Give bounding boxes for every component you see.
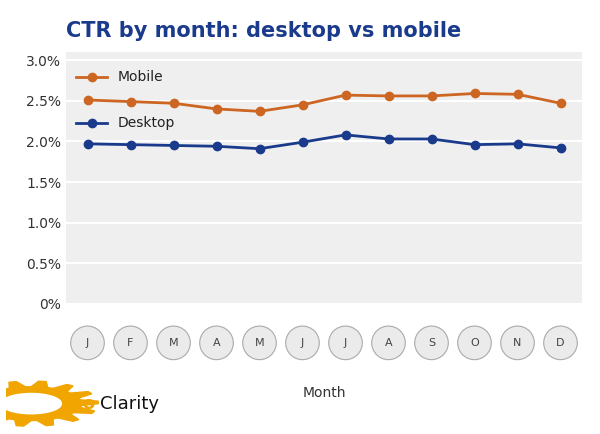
Text: F: F: [127, 338, 134, 348]
Circle shape: [1, 394, 61, 414]
Text: Clarity: Clarity: [100, 395, 159, 413]
Text: J: J: [344, 338, 347, 348]
Text: Desktop: Desktop: [118, 115, 175, 130]
Text: N: N: [514, 338, 521, 348]
Text: J: J: [301, 338, 304, 348]
Text: O: O: [470, 338, 479, 348]
Text: S: S: [428, 338, 435, 348]
Text: M: M: [254, 338, 265, 348]
Text: J: J: [86, 338, 89, 348]
Text: Mobile: Mobile: [118, 70, 163, 84]
Text: D: D: [556, 338, 565, 348]
Text: Month: Month: [302, 386, 346, 400]
Text: CTR by month: desktop vs mobile: CTR by month: desktop vs mobile: [66, 21, 461, 41]
Polygon shape: [0, 381, 98, 426]
Text: M: M: [169, 338, 178, 348]
Text: A: A: [212, 338, 220, 348]
Text: A: A: [385, 338, 392, 348]
Text: seo: seo: [60, 395, 95, 413]
